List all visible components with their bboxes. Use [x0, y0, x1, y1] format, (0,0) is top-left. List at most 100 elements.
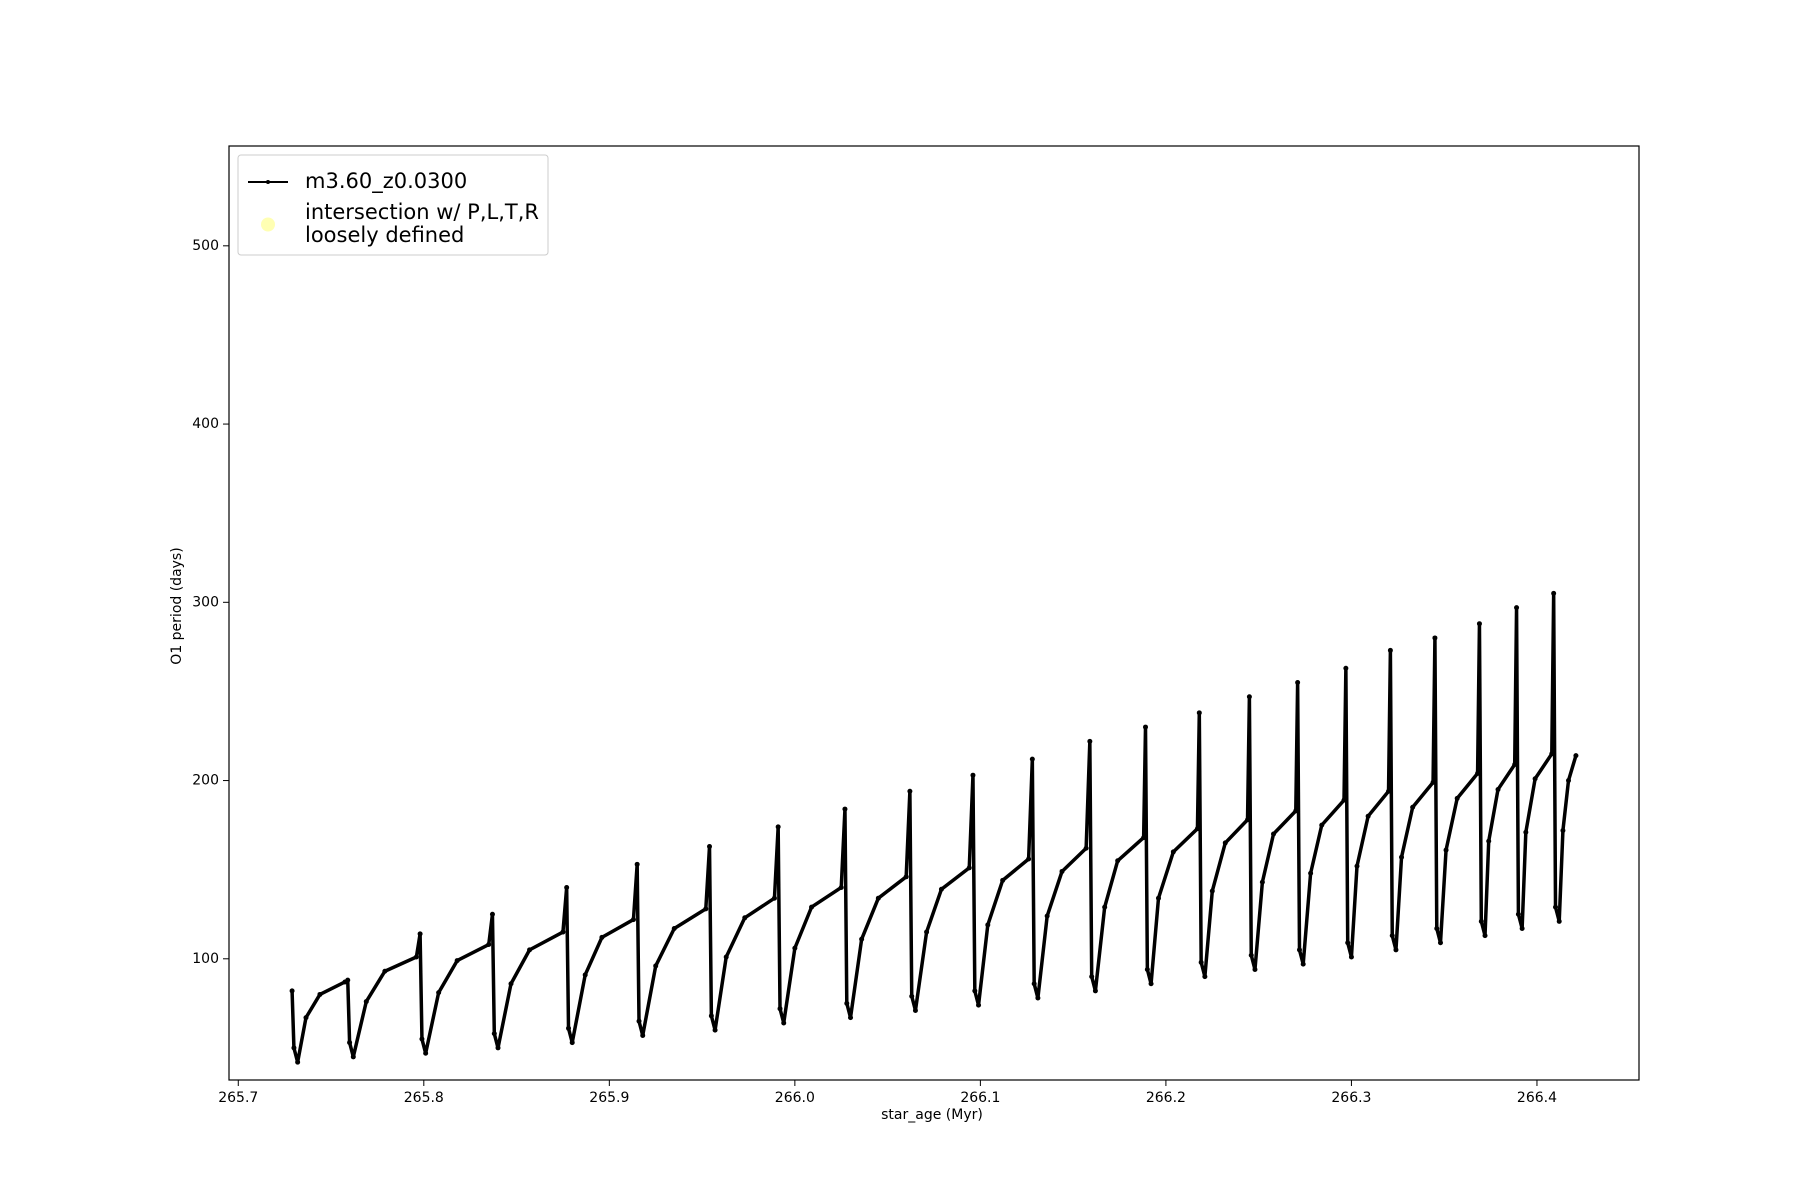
data-point — [560, 929, 566, 935]
data-point — [1393, 947, 1399, 953]
data-point — [1365, 813, 1371, 819]
data-point — [489, 911, 495, 917]
data-point — [1031, 981, 1037, 987]
data-point — [1519, 925, 1525, 931]
data-point — [1475, 770, 1481, 776]
data-point — [1514, 605, 1520, 611]
data-point — [382, 968, 388, 974]
data-point — [1246, 694, 1252, 700]
data-point — [1432, 635, 1438, 641]
data-point — [838, 884, 844, 890]
data-point — [1343, 665, 1349, 671]
data-point — [423, 1050, 429, 1056]
data-point — [363, 999, 369, 1005]
data-point — [723, 954, 729, 960]
data-point — [844, 1000, 850, 1006]
data-point — [1512, 762, 1518, 768]
data-point — [1495, 786, 1501, 792]
data-point — [1386, 788, 1392, 794]
data-point — [491, 1031, 497, 1037]
legend: m3.60_z0.0300 intersection w/ P,L,T,R loos… — [237, 154, 549, 256]
data-point — [653, 963, 659, 969]
data-point — [1454, 795, 1460, 801]
data-point — [1553, 904, 1559, 910]
data-point — [317, 991, 323, 997]
data-point — [564, 884, 570, 890]
data-point — [1222, 840, 1228, 846]
y-tick-label: 400 — [192, 416, 219, 432]
x-tick-label: 266.0 — [775, 1090, 815, 1106]
y-tick-label: 100 — [192, 951, 219, 967]
data-point — [295, 1059, 301, 1065]
axes-frame — [228, 145, 1640, 1081]
data-point — [1170, 849, 1176, 855]
data-point — [1556, 918, 1562, 924]
x-tick-label: 266.2 — [1146, 1090, 1186, 1106]
data-point — [1092, 988, 1098, 994]
data-point — [1248, 952, 1254, 958]
data-point — [347, 1040, 353, 1046]
data-point — [966, 865, 972, 871]
data-point — [1515, 911, 1521, 917]
data-point — [1434, 925, 1440, 931]
data-point — [417, 931, 423, 937]
data-point — [303, 1015, 309, 1021]
data-point — [703, 906, 709, 912]
data-point — [634, 861, 640, 867]
data-point — [972, 988, 978, 994]
data-point — [436, 990, 442, 996]
data-point — [1410, 804, 1416, 810]
data-point — [1144, 966, 1150, 972]
data-point — [1209, 888, 1215, 894]
data-point — [1296, 947, 1302, 953]
data-point — [1549, 751, 1555, 757]
data-point — [708, 1013, 714, 1019]
data-point — [848, 1015, 854, 1021]
x-tick-label: 265.9 — [589, 1090, 629, 1106]
data-point — [771, 895, 777, 901]
y-axis-label: O1 period (days) — [169, 547, 185, 664]
data-point — [1202, 974, 1208, 980]
data-point — [1271, 831, 1277, 837]
data-point — [1029, 756, 1035, 762]
data-point — [1389, 933, 1395, 939]
data-point — [419, 1036, 425, 1042]
data-point — [777, 1006, 783, 1012]
x-tick-label: 265.7 — [218, 1090, 258, 1106]
data-point — [1551, 590, 1557, 596]
data-point — [345, 977, 351, 983]
data-point — [1102, 904, 1108, 910]
x-tick-label: 266.3 — [1331, 1090, 1371, 1106]
data-point — [1486, 838, 1492, 844]
data-point — [792, 945, 798, 951]
data-point — [909, 993, 915, 999]
data-point — [1155, 895, 1161, 901]
data-point — [413, 954, 419, 960]
data-point — [671, 925, 677, 931]
data-point — [985, 922, 991, 928]
x-tick-label: 266.4 — [1517, 1090, 1557, 1106]
data-point — [1341, 797, 1347, 803]
data-point — [1478, 918, 1484, 924]
data-point — [1430, 779, 1436, 785]
data-point — [1560, 827, 1566, 833]
legend-box — [237, 154, 549, 256]
data-point — [1194, 826, 1200, 832]
legend-label: m3.60_z0.0300 — [305, 169, 467, 194]
data-point — [912, 1007, 918, 1013]
data-point — [907, 788, 913, 794]
data-point — [1319, 822, 1325, 828]
data-point — [1044, 913, 1050, 919]
legend-label: intersection w/ P,L,T,R loosely defined — [305, 200, 539, 247]
data-point — [1141, 835, 1147, 841]
data-point — [1345, 940, 1351, 946]
data-point — [1566, 778, 1571, 784]
data-point — [1573, 753, 1579, 759]
data-point — [1148, 981, 1154, 987]
data-point — [1476, 621, 1482, 627]
data-point — [1308, 870, 1314, 876]
series-line — [290, 591, 1578, 1064]
data-point — [1348, 954, 1354, 960]
data-point — [291, 1045, 297, 1051]
